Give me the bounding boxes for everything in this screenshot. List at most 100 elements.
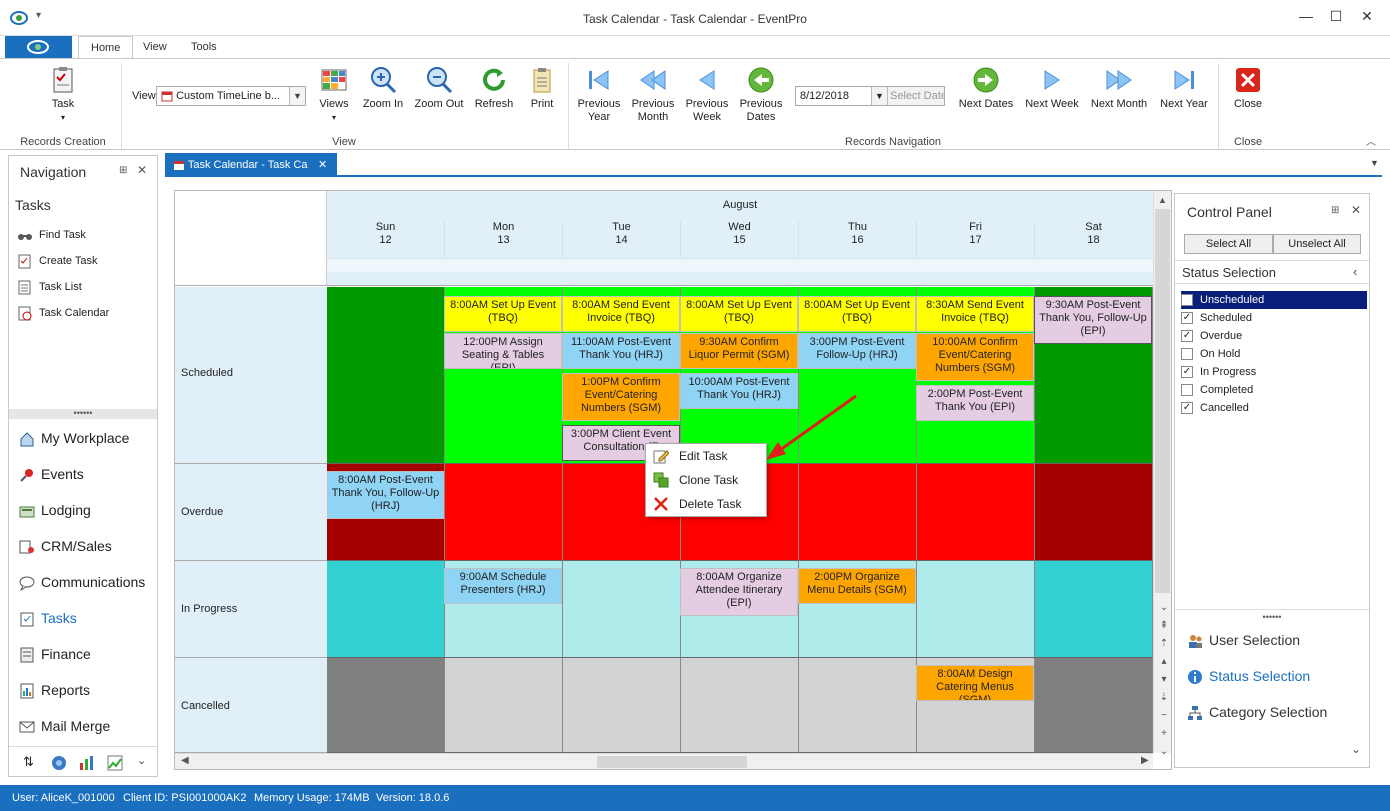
nav-my-workplace[interactable]: My Workplace xyxy=(19,430,129,447)
nav-tasks[interactable]: Tasks xyxy=(19,610,77,627)
unselect-all-button[interactable]: Unselect All xyxy=(1273,234,1361,254)
close-tab-icon[interactable]: ✕ xyxy=(318,159,328,171)
appointment[interactable]: 3:00PM Client Event Consultation (E xyxy=(562,425,680,461)
scroll-thumb[interactable] xyxy=(1155,209,1170,593)
calendar-cell-cancelled[interactable] xyxy=(1035,658,1153,753)
collapse-ribbon-icon[interactable]: ︿ xyxy=(1366,137,1376,148)
appointment[interactable]: 8:00AM Design Catering Menus (SGM) xyxy=(916,665,1034,701)
checkbox[interactable]: ✓ xyxy=(1181,312,1193,324)
splitter-handle[interactable]: •••••• xyxy=(1262,612,1282,622)
calendar-cell-cancelled[interactable] xyxy=(327,658,445,753)
calendar-cell-cancelled[interactable] xyxy=(681,658,799,753)
appointment[interactable]: 8:00AM Organize Attendee Itinerary (EPI) xyxy=(680,568,798,616)
nav-mail-merge[interactable]: Mail Merge xyxy=(19,718,110,735)
view-select[interactable]: Custom TimeLine b... ▼ xyxy=(156,86,306,106)
nav-communications[interactable]: Communications xyxy=(19,574,145,592)
document-tab[interactable]: Task Calendar - Task Ca ✕ xyxy=(165,153,337,177)
appointment[interactable]: 12:00PM Assign Seating & Tables (EPI) xyxy=(444,333,562,369)
next-week-button[interactable]: Next Week xyxy=(1022,65,1082,111)
calendar-cell-cancelled[interactable] xyxy=(799,658,917,753)
tab-home[interactable]: Home xyxy=(78,36,134,58)
create-task-link[interactable]: Create Task xyxy=(17,253,98,269)
refresh-button[interactable]: Refresh xyxy=(472,65,516,111)
pin-icon[interactable]: ⊞ xyxy=(1331,205,1340,216)
previous-year-button[interactable]: Previous Year xyxy=(576,65,622,124)
application-menu-button[interactable] xyxy=(5,36,72,58)
appointment[interactable]: 2:00PM Post-Event Thank You (EPI) xyxy=(916,385,1034,421)
checkbox[interactable] xyxy=(1181,348,1193,360)
close-window-icon[interactable]: ✕ xyxy=(1361,8,1373,24)
next-month-button[interactable]: Next Month xyxy=(1088,65,1150,111)
date-picker[interactable]: 8/12/2018 ▼ Select Date xyxy=(795,86,945,106)
find-task-link[interactable]: Find Task xyxy=(17,227,86,243)
appointment[interactable]: 10:00AM Confirm Event/Catering Numbers (… xyxy=(916,333,1034,381)
calendar-cell-in-progress[interactable] xyxy=(327,561,445,658)
nav-reports[interactable]: Reports xyxy=(19,682,90,699)
clone-task-menu-item[interactable]: Clone Task xyxy=(646,468,766,492)
appointment[interactable]: 9:30AM Confirm Liquor Permit (SGM) xyxy=(680,333,798,369)
minimize-icon[interactable]: — xyxy=(1299,8,1313,24)
chevron-down-icon[interactable]: ⌄ xyxy=(1351,742,1362,756)
nav-events[interactable]: Events xyxy=(19,466,84,483)
tab-tools[interactable]: Tools xyxy=(191,41,217,53)
user-selection-link[interactable]: User Selection xyxy=(1187,632,1300,649)
status-selection-link[interactable]: Status Selection xyxy=(1187,668,1310,685)
appointment[interactable]: 8:00AM Send Event Invoice (TBQ) xyxy=(562,296,680,332)
previous-month-button[interactable]: Previous Month xyxy=(630,65,676,124)
chevron-down-icon[interactable]: ▼ xyxy=(289,87,305,105)
next-dates-button[interactable]: Next Dates xyxy=(956,65,1016,111)
scroll-right-icon[interactable]: ▶ xyxy=(1141,755,1149,766)
appointment[interactable]: 8:30AM Send Event Invoice (TBQ) xyxy=(916,296,1034,332)
tab-view[interactable]: View xyxy=(143,41,167,53)
checkbox[interactable]: ✓ xyxy=(1181,402,1193,414)
appointment[interactable]: 2:00PM Organize Menu Details (SGM) xyxy=(798,568,916,604)
views-button[interactable]: Views ▾ xyxy=(316,65,352,124)
previous-dates-button[interactable]: Previous Dates xyxy=(738,65,784,124)
splitter-handle[interactable]: •••••• xyxy=(9,409,157,419)
appointment[interactable]: 11:00AM Post-Event Thank You (HRJ) xyxy=(562,333,680,369)
checkbox[interactable] xyxy=(1181,384,1193,396)
chevron-down-icon[interactable]: ⌄ xyxy=(137,755,147,767)
horizontal-scroll-thumb[interactable] xyxy=(597,756,747,768)
tab-list-dropdown-icon[interactable]: ▼ xyxy=(1370,158,1379,168)
scroll-up-icon[interactable]: ▲ xyxy=(1158,195,1167,205)
calendar-cell-overdue[interactable] xyxy=(799,464,917,561)
appointment[interactable]: 10:00AM Post-Event Thank You (HRJ) xyxy=(680,373,798,409)
edit-task-menu-item[interactable]: Edit Task xyxy=(646,444,766,468)
delete-task-menu-item[interactable]: Delete Task xyxy=(646,492,766,516)
calendar-cell-cancelled[interactable] xyxy=(563,658,681,753)
calendar-cell-overdue[interactable] xyxy=(917,464,1035,561)
zoom-out-button[interactable]: Zoom Out xyxy=(412,65,466,111)
status-checkbox-row[interactable]: ✓ In Progress xyxy=(1181,363,1367,381)
status-checkbox-row[interactable]: Unscheduled xyxy=(1181,291,1367,309)
calendar-cell-cancelled[interactable] xyxy=(445,658,563,753)
task-calendar-link[interactable]: Task Calendar xyxy=(17,305,109,321)
appointment[interactable]: 9:30AM Post-Event Thank You, Follow-Up (… xyxy=(1034,296,1152,344)
calendar-cell-overdue[interactable] xyxy=(1035,464,1153,561)
scroll-controls[interactable]: ⌄ ⇞ ⇡ ▴ ▾ ⇣ − + ⌄ xyxy=(1159,602,1169,757)
appointment[interactable]: 8:00AM Set Up Event (TBQ) xyxy=(798,296,916,332)
line-chart-icon[interactable] xyxy=(107,755,123,774)
status-checkbox-row[interactable]: Completed xyxy=(1181,381,1367,399)
nav-finance[interactable]: Finance xyxy=(19,646,91,663)
globe-icon[interactable] xyxy=(51,755,67,774)
maximize-icon[interactable]: ☐ xyxy=(1329,8,1343,24)
category-selection-link[interactable]: Category Selection xyxy=(1187,704,1327,721)
sort-arrows-icon[interactable]: ⇅ xyxy=(23,754,34,769)
previous-week-button[interactable]: Previous Week xyxy=(684,65,730,124)
calendar-cell-in-progress[interactable] xyxy=(563,561,681,658)
checkbox[interactable] xyxy=(1181,294,1193,306)
appointment[interactable]: 8:00AM Set Up Event (TBQ) xyxy=(680,296,798,332)
appointment[interactable]: 8:00AM Post-Event Thank You, Follow-Up (… xyxy=(327,471,444,519)
status-checkbox-row[interactable]: ✓ Scheduled xyxy=(1181,309,1367,327)
nav-lodging[interactable]: Lodging xyxy=(19,502,91,519)
scroll-left-icon[interactable]: ◀ xyxy=(181,755,189,766)
checkbox[interactable]: ✓ xyxy=(1181,330,1193,342)
status-checkbox-row[interactable]: On Hold xyxy=(1181,345,1367,363)
quick-access-dropdown-icon[interactable]: ▾ xyxy=(36,10,42,21)
calendar-cell-in-progress[interactable] xyxy=(1035,561,1153,658)
vertical-scrollbar[interactable]: ▲ ⌄ ⇞ ⇡ ▴ ▾ ⇣ − + ⌄ xyxy=(1153,191,1171,757)
bar-chart-icon[interactable] xyxy=(79,755,95,774)
appointment[interactable]: 8:00AM Set Up Event (TBQ) xyxy=(444,296,562,332)
horizontal-scrollbar[interactable]: ◀ ▶ xyxy=(175,753,1153,769)
